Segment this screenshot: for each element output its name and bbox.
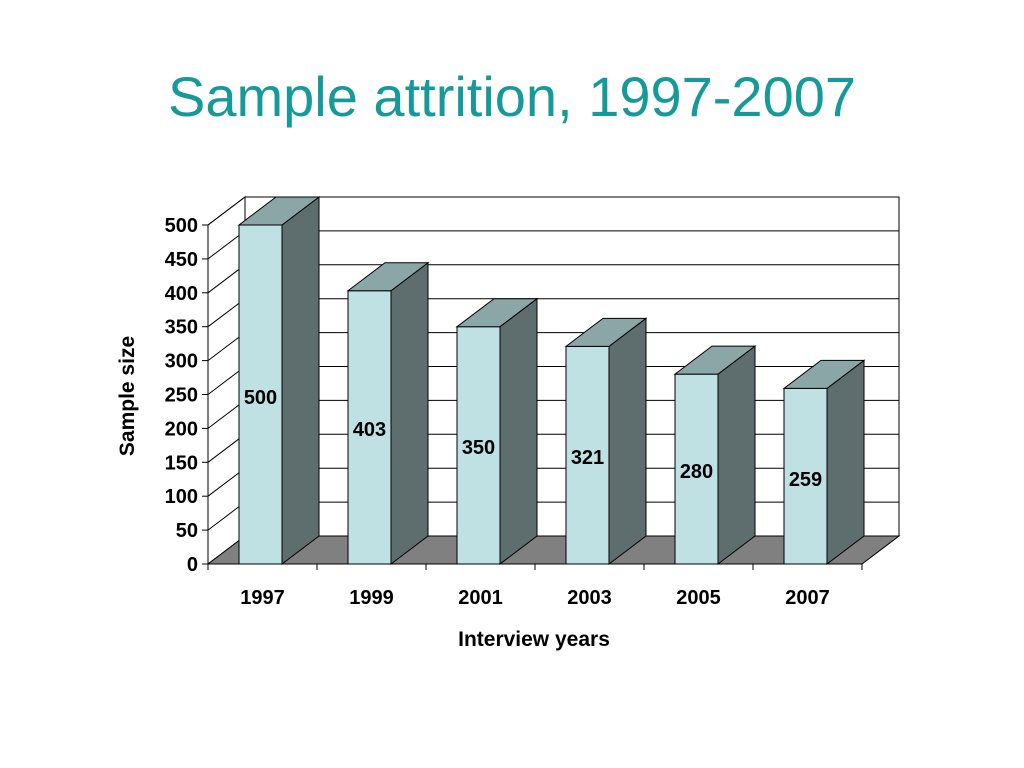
- bar-side: [499, 297, 538, 566]
- data-label: 350: [462, 437, 495, 459]
- x-tick-label: 2007: [785, 587, 830, 609]
- bar-top: [782, 359, 866, 389]
- y-tick-label: 150: [165, 452, 198, 474]
- bar-side: [608, 317, 647, 566]
- x-tick-label: 1999: [349, 587, 394, 609]
- x-tick-label: 2001: [458, 587, 503, 609]
- bars: [237, 195, 866, 566]
- y-axis-title: Sample size: [116, 336, 139, 456]
- chart-labels: 0 50 100 150 200 250 300 350 400 450 500 500 1997 403…: [165, 215, 830, 609]
- bar-2003: [564, 317, 648, 566]
- bar-front: [456, 326, 501, 565]
- x-tick-label: 2005: [676, 587, 721, 609]
- bar-side: [826, 359, 865, 566]
- y-tick-label: 450: [165, 249, 198, 271]
- y-tick-label: 350: [165, 317, 198, 339]
- y-tick-label: 250: [165, 385, 198, 407]
- bar-side: [390, 261, 429, 566]
- bar-1997: [237, 195, 321, 566]
- data-label: 403: [353, 419, 386, 441]
- bar-front: [565, 345, 610, 565]
- y-tick-label: 300: [165, 351, 198, 373]
- y-tick-label: 400: [165, 283, 198, 305]
- y-tick-label: 200: [165, 418, 198, 440]
- bar-front: [783, 387, 828, 565]
- data-label: 259: [789, 469, 822, 491]
- bar-top: [673, 345, 757, 375]
- bar-top: [237, 196, 321, 226]
- bar-top: [455, 298, 539, 328]
- bar-front: [347, 290, 392, 565]
- bar-side: [281, 195, 320, 566]
- axes: [202, 224, 863, 570]
- y-tick-label: 0: [187, 554, 198, 576]
- data-label: 321: [571, 447, 604, 469]
- x-tick-label: 2003: [567, 587, 612, 609]
- bar-2005: [673, 345, 757, 566]
- y-tick-label: 500: [165, 215, 198, 237]
- bar-2001: [455, 297, 539, 566]
- y-tick-label: 100: [165, 486, 198, 508]
- bar-2007: [782, 359, 866, 566]
- gridline: [207, 196, 899, 226]
- bar-front: [674, 373, 719, 565]
- bar-top: [346, 262, 430, 292]
- y-tick-label: 50: [176, 520, 198, 542]
- x-tick-label: 1997: [240, 587, 285, 609]
- data-label: 280: [680, 461, 713, 483]
- bar-side: [717, 345, 756, 566]
- data-label: 500: [244, 387, 277, 409]
- bar-1999: [346, 261, 430, 566]
- bar-top: [564, 317, 648, 347]
- x-axis-title: Interview years: [458, 628, 610, 651]
- slide-title: Sample attrition, 1997-2007: [168, 65, 856, 128]
